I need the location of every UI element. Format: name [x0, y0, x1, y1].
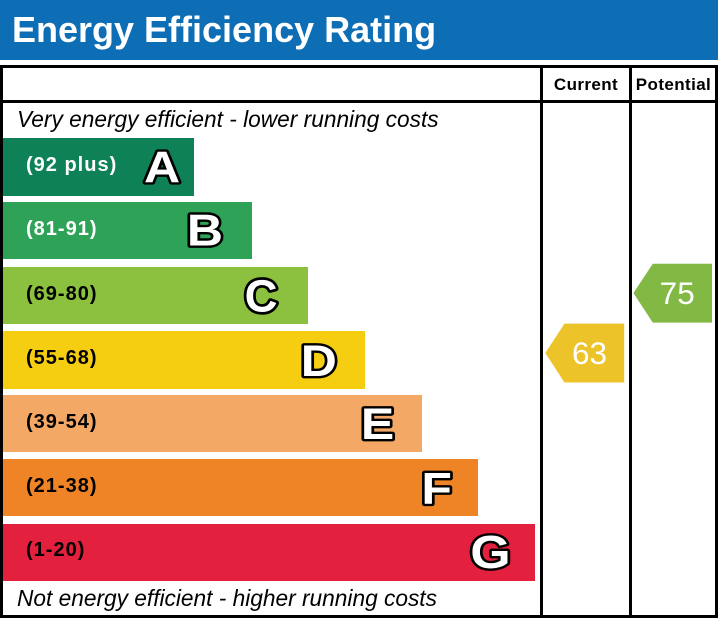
svg-text:B: B	[187, 206, 223, 256]
svg-text:E: E	[361, 400, 394, 450]
svg-text:G: G	[470, 528, 510, 579]
svg-text:C: C	[245, 270, 278, 321]
svg-text:D: D	[301, 337, 337, 387]
svg-text:75: 75	[660, 275, 695, 311]
svg-text:63: 63	[572, 335, 607, 371]
svg-text:F: F	[421, 465, 452, 515]
svg-text:A: A	[144, 143, 180, 193]
